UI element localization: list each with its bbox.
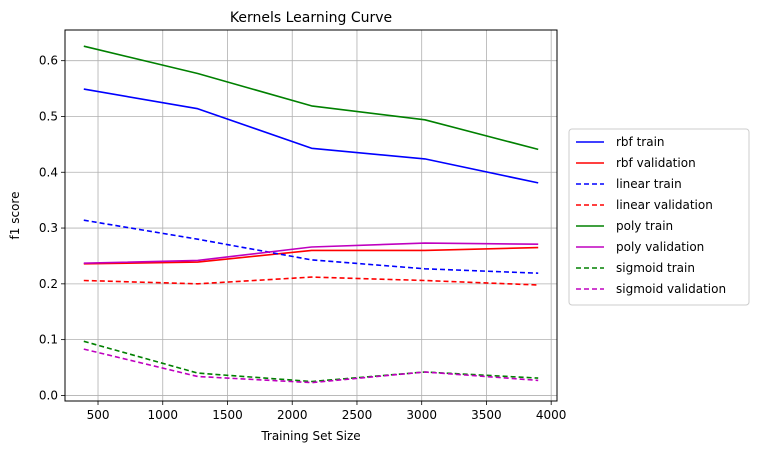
y-tick-label: 0.5 xyxy=(39,109,58,123)
series-line-rbf-validation xyxy=(83,246,539,265)
y-tick-label: 0.1 xyxy=(39,333,58,347)
series-line-rbf-train xyxy=(83,88,539,184)
y-tick-label: 0.0 xyxy=(39,388,58,402)
legend-box xyxy=(568,128,750,306)
legend-item: sigmoid train xyxy=(576,261,695,275)
y-tick-label: 0.2 xyxy=(39,277,58,291)
y-axis-label: f1 score xyxy=(8,192,22,240)
legend-label: poly validation xyxy=(616,240,704,254)
legend-label: linear train xyxy=(616,177,682,191)
x-axis: 500 1000 1500 2000 2500 3000 3500 4000 xyxy=(87,401,567,422)
legend-item: rbf validation xyxy=(576,156,696,170)
series-line-linear-validation xyxy=(83,276,539,286)
legend: rbf train rbf validation linear train linea… xyxy=(568,128,750,306)
legend-label: poly train xyxy=(616,219,673,233)
legend-label: sigmoid validation xyxy=(616,282,726,296)
legend-item: linear train xyxy=(576,177,682,191)
grid xyxy=(65,30,557,401)
series-lines xyxy=(83,45,539,384)
x-tick-label: 3000 xyxy=(406,408,437,422)
y-tick-label: 0.4 xyxy=(39,165,58,179)
x-tick-label: 2500 xyxy=(342,408,373,422)
x-axis-label: Training Set Size xyxy=(260,429,360,443)
x-tick-label: 1000 xyxy=(147,408,178,422)
legend-item: sigmoid validation xyxy=(576,282,726,296)
legend-label: sigmoid train xyxy=(616,261,695,275)
chart-title: Kernels Learning Curve xyxy=(230,10,392,26)
legend-label: rbf train xyxy=(616,135,665,149)
x-tick-label: 4000 xyxy=(536,408,567,422)
y-tick-label: 0.6 xyxy=(39,54,58,68)
legend-label: rbf validation xyxy=(616,156,696,170)
legend-item: poly validation xyxy=(576,240,704,254)
legend-item: rbf train xyxy=(576,135,665,149)
x-tick-label: 500 xyxy=(87,408,110,422)
legend-item: linear validation xyxy=(576,198,713,212)
series-line-poly-validation xyxy=(83,242,539,264)
plot-area-frame xyxy=(64,29,558,402)
y-tick-label: 0.3 xyxy=(39,221,58,235)
legend-item: poly train xyxy=(576,219,673,233)
x-tick-label: 2000 xyxy=(277,408,308,422)
x-tick-label: 3500 xyxy=(471,408,502,422)
y-axis: 0.0 0.1 0.2 0.3 0.4 0.5 0.6 xyxy=(39,54,65,402)
legend-label: linear validation xyxy=(616,198,713,212)
series-line-poly-train xyxy=(83,45,539,151)
series-line-sigmoid-train xyxy=(83,340,539,383)
series-line-sigmoid-validation xyxy=(83,348,539,384)
series-line-linear-train xyxy=(83,219,539,274)
x-tick-label: 1500 xyxy=(212,408,243,422)
